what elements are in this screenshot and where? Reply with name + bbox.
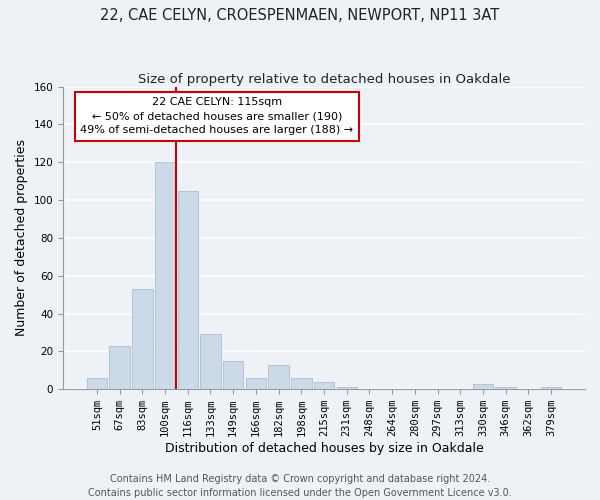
Title: Size of property relative to detached houses in Oakdale: Size of property relative to detached ho… <box>138 72 510 86</box>
Text: 22 CAE CELYN: 115sqm
← 50% of detached houses are smaller (190)
49% of semi-deta: 22 CAE CELYN: 115sqm ← 50% of detached h… <box>80 98 353 136</box>
Bar <box>132 289 152 389</box>
Bar <box>291 378 311 389</box>
Y-axis label: Number of detached properties: Number of detached properties <box>15 140 28 336</box>
Bar <box>155 162 175 389</box>
Bar <box>268 364 289 389</box>
Bar <box>178 190 198 389</box>
Bar <box>473 384 493 389</box>
Bar <box>200 334 221 389</box>
Bar <box>337 388 357 389</box>
Bar <box>109 346 130 389</box>
Bar <box>223 361 244 389</box>
Bar <box>87 378 107 389</box>
Bar <box>245 378 266 389</box>
X-axis label: Distribution of detached houses by size in Oakdale: Distribution of detached houses by size … <box>164 442 484 455</box>
Bar <box>496 388 516 389</box>
Bar <box>314 382 334 389</box>
Text: 22, CAE CELYN, CROESPENMAEN, NEWPORT, NP11 3AT: 22, CAE CELYN, CROESPENMAEN, NEWPORT, NP… <box>100 8 500 22</box>
Bar <box>541 388 561 389</box>
Text: Contains HM Land Registry data © Crown copyright and database right 2024.
Contai: Contains HM Land Registry data © Crown c… <box>88 474 512 498</box>
